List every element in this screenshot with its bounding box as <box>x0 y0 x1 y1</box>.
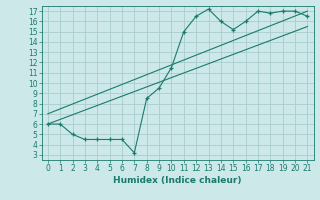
X-axis label: Humidex (Indice chaleur): Humidex (Indice chaleur) <box>113 176 242 185</box>
